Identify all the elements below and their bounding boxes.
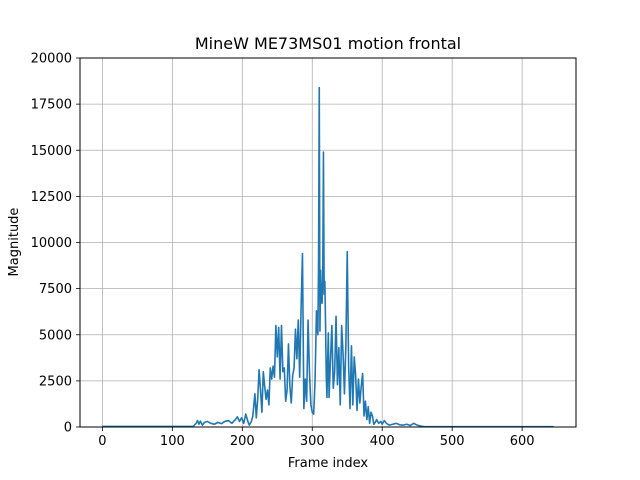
- y-tick-label: 20000: [31, 52, 72, 67]
- x-tick-label: 0: [98, 434, 106, 449]
- x-tick-label: 100: [160, 434, 185, 449]
- x-tick-label: 400: [370, 434, 395, 449]
- x-tick-label: 600: [510, 434, 535, 449]
- y-axis-title: Magnitude: [7, 208, 22, 277]
- y-tick-label: 15000: [31, 144, 72, 159]
- x-axis-ticks: 0 100 200 300 400 500 600: [98, 427, 535, 449]
- y-tick-label: 17500: [31, 98, 72, 113]
- plot-area: [102, 86, 554, 428]
- x-tick-label: 500: [440, 434, 465, 449]
- x-axis-title: Frame index: [288, 456, 369, 471]
- y-tick-label: 0: [64, 421, 72, 436]
- x-tick-label: 200: [230, 434, 255, 449]
- y-tick-label: 5000: [39, 328, 72, 343]
- motion-magnitude-line: [102, 86, 554, 428]
- y-tick-label: 12500: [31, 190, 72, 205]
- chart-title: MineW ME73MS01 motion frontal: [195, 34, 461, 53]
- y-tick-label: 2500: [39, 374, 72, 389]
- x-tick-label: 300: [300, 434, 325, 449]
- y-axis-ticks: 0 2500 5000 7500 10000 12500 15000 17500 20000: [31, 52, 80, 436]
- y-tick-label: 10000: [31, 236, 72, 251]
- y-tick-label: 7500: [39, 282, 72, 297]
